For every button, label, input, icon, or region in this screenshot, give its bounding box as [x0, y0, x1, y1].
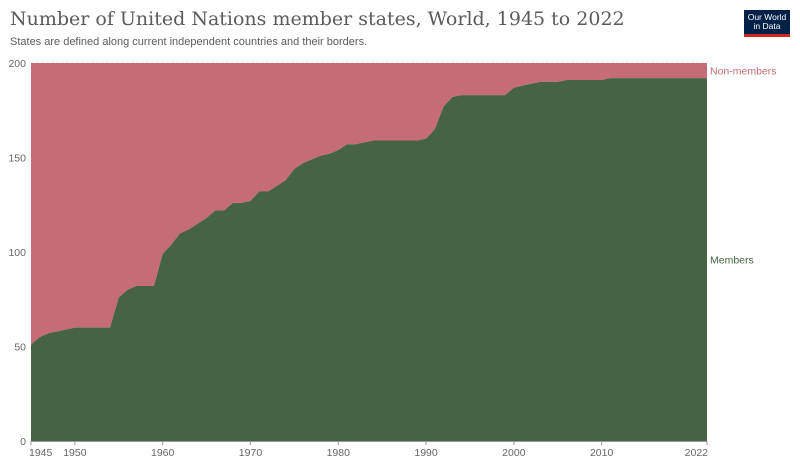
series-labels: Non-members Members: [710, 66, 777, 267]
members-label[interactable]: Members: [710, 255, 754, 267]
x-tick-label: 1950: [63, 447, 87, 459]
chart-areas: [31, 63, 707, 442]
x-tick-label: 2000: [502, 447, 526, 459]
non-members-area[interactable]: [31, 63, 707, 345]
members-area[interactable]: [31, 78, 707, 442]
y-tick-label: 100: [8, 247, 26, 259]
x-tick-label: 1970: [239, 447, 263, 459]
x-tick-label: 1990: [414, 447, 438, 459]
chart-subtitle: States are defined along current indepen…: [10, 36, 368, 48]
y-tick-label: 200: [8, 58, 26, 70]
y-tick-label: 150: [8, 153, 26, 165]
x-axis: 1945 1950 1960 1970 1980 1990 2000 2010 2022: [29, 441, 708, 459]
logo-text-line2: in Data: [753, 21, 781, 31]
x-tick-label: 1945: [29, 447, 53, 459]
x-tick-label: 2010: [590, 447, 614, 459]
y-tick-label: 0: [20, 436, 26, 448]
owid-logo[interactable]: Our World in Data: [744, 10, 790, 37]
y-axis: 0 50 100 150 200: [8, 58, 26, 448]
x-tick-label: 2022: [685, 447, 709, 459]
logo-text-line1: Our World: [747, 12, 787, 22]
non-members-label[interactable]: Non-members: [710, 66, 777, 78]
x-tick-label: 1960: [151, 447, 175, 459]
y-tick-label: 50: [14, 342, 26, 354]
chart-title: Number of United Nations member states, …: [10, 8, 625, 30]
x-tick-label: 1980: [327, 447, 351, 459]
